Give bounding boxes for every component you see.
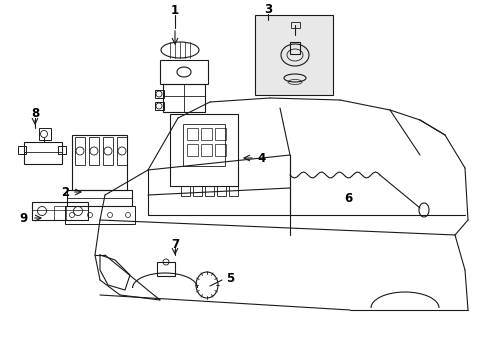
Bar: [186, 128, 198, 140]
Bar: [201, 128, 212, 140]
Bar: [65, 206, 135, 224]
Text: 2: 2: [61, 185, 69, 198]
Bar: [103, 137, 113, 165]
Text: 1: 1: [171, 4, 179, 17]
Bar: [89, 137, 99, 165]
Bar: [24, 142, 62, 164]
Text: 5: 5: [225, 271, 234, 284]
Bar: [217, 186, 225, 196]
Bar: [54, 206, 66, 220]
Bar: [157, 262, 175, 276]
Bar: [155, 90, 163, 98]
Bar: [72, 135, 127, 190]
Bar: [228, 186, 238, 196]
Bar: [75, 137, 85, 165]
Text: 6: 6: [343, 192, 351, 204]
Text: 4: 4: [257, 152, 265, 165]
Bar: [117, 137, 127, 165]
Bar: [67, 190, 132, 206]
Bar: [183, 124, 224, 166]
Bar: [170, 114, 238, 186]
Bar: [193, 186, 202, 196]
Bar: [18, 146, 26, 154]
Bar: [186, 144, 198, 156]
Bar: [155, 102, 163, 110]
Text: 3: 3: [264, 3, 271, 15]
Bar: [160, 60, 207, 84]
Bar: [215, 128, 225, 140]
Bar: [215, 144, 225, 156]
Text: 8: 8: [31, 107, 39, 120]
Bar: [32, 202, 88, 220]
Bar: [163, 84, 204, 112]
Bar: [289, 42, 299, 54]
Bar: [201, 144, 212, 156]
Bar: [254, 15, 332, 95]
Text: 7: 7: [171, 238, 179, 251]
Bar: [181, 186, 190, 196]
Bar: [39, 128, 51, 140]
Bar: [204, 186, 214, 196]
Text: 9: 9: [20, 212, 28, 225]
Bar: [290, 22, 299, 28]
Bar: [58, 146, 66, 154]
